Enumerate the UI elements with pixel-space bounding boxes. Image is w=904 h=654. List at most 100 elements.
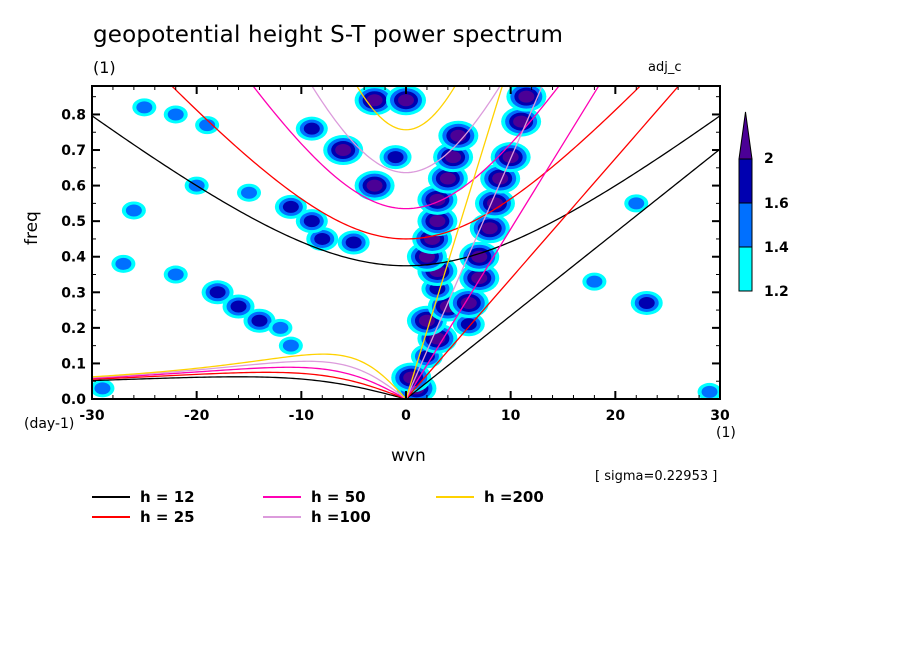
- contour-region: [460, 296, 477, 309]
- y-tick-label: 0.6: [61, 179, 86, 195]
- contour-region: [429, 215, 446, 228]
- legend-item: h =100: [263, 508, 371, 526]
- legend-swatch: [263, 516, 301, 518]
- ig-curve: [92, 115, 720, 267]
- y-tick-label: 0.8: [61, 107, 86, 123]
- contour-region: [94, 382, 111, 395]
- contour-region: [251, 314, 268, 327]
- legend-label: h = 50: [311, 488, 366, 506]
- colorbar-label: 2: [764, 151, 774, 167]
- legend-swatch: [263, 496, 301, 498]
- kelvin-curve: [405, 86, 680, 399]
- rossby-curve: [92, 360, 407, 399]
- kelvin-curve: [405, 86, 543, 399]
- y-tick-label: 0.7: [61, 143, 86, 159]
- contour-region: [303, 215, 320, 228]
- kelvin-curve: [405, 86, 600, 399]
- contour-region: [701, 385, 718, 398]
- x-tick-label: -10: [289, 408, 315, 424]
- rossby-curve: [92, 371, 407, 399]
- y-tick-label: 0.0: [61, 392, 86, 408]
- y-tick-label: 0.5: [61, 214, 86, 230]
- ig-curve: [311, 86, 501, 174]
- ig-curve: [170, 86, 642, 240]
- contour-region: [638, 296, 655, 309]
- contour-region: [586, 275, 603, 288]
- contour-region: [303, 122, 320, 135]
- contour-region: [439, 172, 456, 185]
- contour-region: [241, 186, 257, 199]
- x-tick-label: -30: [79, 408, 105, 424]
- legend-item: h = 25: [92, 508, 195, 526]
- contour-region: [167, 268, 184, 281]
- contour-region: [471, 250, 488, 263]
- ig-curve: [252, 86, 560, 210]
- contour-region: [471, 272, 488, 285]
- contour-region: [125, 204, 142, 217]
- y-tick-label: 0.3: [61, 285, 86, 301]
- legend-label: h = 12: [140, 488, 195, 506]
- x-axis-units: (1): [716, 425, 736, 441]
- legend-item: h =200: [436, 488, 544, 506]
- dispersion-curves-layer: [92, 86, 720, 399]
- contour-region: [445, 151, 462, 164]
- legend-label: h =100: [311, 508, 371, 526]
- chart-title: geopotential height S-T power spectrum: [93, 22, 564, 48]
- x-axis-label: wvn: [391, 446, 426, 466]
- axis-ticks: -30 -20 -10 0 10 20 30 0.0 0.1 0.2 0.3 0.4 0.5 0.6 0.7…: [61, 86, 730, 424]
- contour-region: [314, 232, 331, 245]
- legend-swatch: [92, 496, 130, 498]
- contour-region: [272, 321, 289, 334]
- legend-item: h = 50: [263, 488, 366, 506]
- contour-region: [398, 94, 414, 107]
- rossby-curve: [92, 353, 407, 399]
- ig-curve: [356, 86, 456, 131]
- contour-region: [492, 172, 509, 185]
- rossby-curve: [92, 366, 407, 399]
- colorbar-segment: [738, 202, 753, 248]
- legend-label: h =200: [484, 488, 544, 506]
- contour-region: [481, 222, 498, 235]
- y-axis-units: (day-1): [24, 416, 75, 432]
- y-tick-label: 0.4: [61, 250, 86, 266]
- contour-region: [136, 101, 153, 114]
- contour-region: [282, 200, 299, 213]
- x-tick-label: 30: [710, 408, 730, 424]
- contour-region: [199, 119, 216, 132]
- x-tick-label: 20: [606, 408, 626, 424]
- contour-region: [345, 236, 362, 249]
- colorbar-label: 1.6: [764, 196, 789, 212]
- contour-region: [209, 286, 226, 299]
- colorbar-extend-arrow: [738, 111, 753, 160]
- contour-region: [167, 108, 184, 121]
- contour-region: [518, 90, 535, 103]
- sigma-annotation: [ sigma=0.22953 ]: [595, 469, 718, 484]
- contour-region: [366, 179, 383, 192]
- contour-region: [628, 197, 645, 210]
- colorbar-label: 1.4: [764, 240, 789, 256]
- chart-subtitle-case: adj_c: [648, 60, 682, 75]
- plot-frame: [91, 85, 721, 400]
- colorbar-segment: [738, 246, 753, 292]
- contour-region: [115, 257, 132, 270]
- x-tick-label: 0: [401, 408, 411, 424]
- contour-region: [366, 94, 383, 107]
- x-tick-label: -20: [184, 408, 210, 424]
- contour-region: [230, 300, 247, 313]
- colorbar-segment: [738, 158, 753, 204]
- legend-swatch: [436, 496, 474, 498]
- contour-region: [387, 151, 404, 164]
- legend-swatch: [92, 516, 130, 518]
- contour-region: [418, 314, 435, 327]
- contour-region: [403, 371, 420, 384]
- colorbar: 1.2 1.4 1.6 2: [738, 111, 789, 300]
- rossby-curve: [92, 376, 407, 399]
- contour-region: [335, 144, 352, 157]
- kelvin-curve: [405, 86, 504, 399]
- kelvin-curve: [405, 148, 720, 399]
- legend-label: h = 25: [140, 508, 195, 526]
- chart-subtitle-units: (1): [93, 58, 116, 77]
- legend-item: h = 12: [92, 488, 195, 506]
- y-tick-label: 0.2: [61, 321, 86, 337]
